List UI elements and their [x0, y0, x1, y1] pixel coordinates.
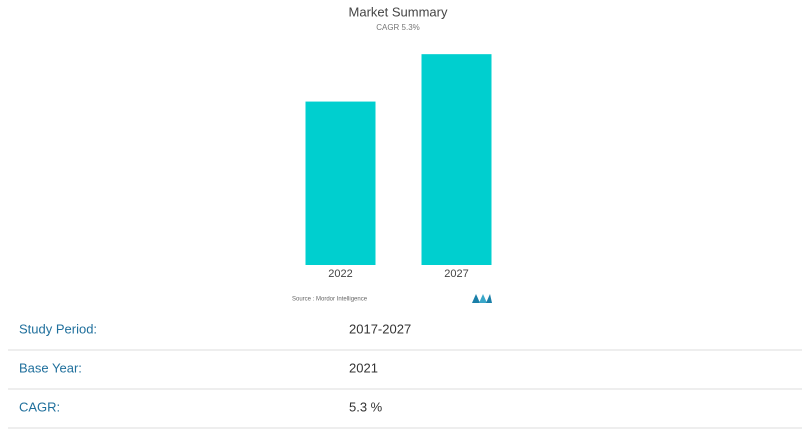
- row-label: Base Year:: [19, 360, 82, 375]
- bar: [305, 101, 376, 265]
- row-label: CAGR:: [19, 399, 60, 414]
- source: Source : Mordor Intelligence: [292, 297, 368, 303]
- chart-title: Market Summary: [349, 4, 448, 19]
- x-tick-label: 2022: [328, 268, 352, 280]
- logo: [472, 294, 492, 303]
- chart-subtitle: CAGR 5.3%: [376, 23, 420, 32]
- x-tick-label: 2027: [444, 268, 468, 280]
- row-label: Study Period:: [19, 321, 97, 336]
- row-value: 2017-2027: [349, 321, 411, 336]
- row-value: 5.3 %: [349, 399, 383, 414]
- row-value: 2021: [349, 360, 378, 375]
- bar: [421, 54, 492, 265]
